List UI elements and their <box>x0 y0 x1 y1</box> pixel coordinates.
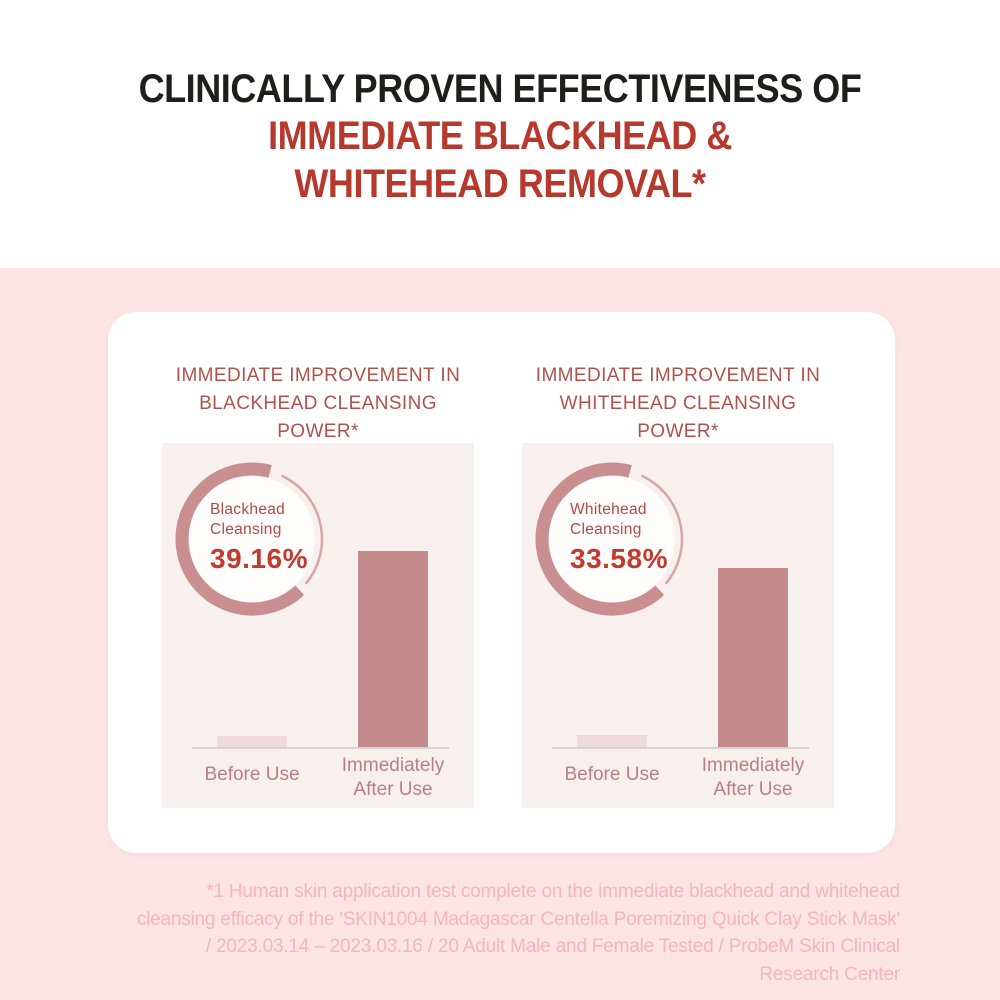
whitehead-chart-title: IMMEDIATE IMPROVEMENT IN WHITEHEAD CLEAN… <box>522 362 834 446</box>
blackhead-donut-text: Blackhead Cleansing 39.16% <box>210 500 330 575</box>
donut-inner-circle <box>549 476 675 602</box>
blackhead-chart-panel: Blackhead Cleansing 39.16% Before Use Im… <box>162 443 474 808</box>
axis-baseline <box>192 747 449 749</box>
category-label-line: After Use <box>713 779 793 800</box>
headline-line-2: IMMEDIATE BLACKHEAD & <box>268 114 732 158</box>
donut-gauge-svg <box>175 462 324 616</box>
before-use-label: Before Use <box>542 763 682 787</box>
donut-thin-arc <box>641 474 684 585</box>
whitehead-donut-text: Whitehead Cleansing 33.58% <box>570 500 690 575</box>
donut-label-line: Cleansing <box>210 520 282 538</box>
donut-gauge-svg <box>535 462 684 616</box>
title-line: IMMEDIATE IMPROVEMENT IN <box>175 365 461 386</box>
donut-inner-circle <box>189 476 315 602</box>
results-card: IMMEDIATE IMPROVEMENT IN BLACKHEAD CLEAN… <box>108 312 895 853</box>
footnote: *1 Human skin application test complete … <box>80 878 900 988</box>
whitehead-chart-panel: Whitehead Cleansing 33.58% Before Use Im… <box>522 443 834 808</box>
before-use-label: Before Use <box>182 763 322 787</box>
blackhead-chart-title: IMMEDIATE IMPROVEMENT IN BLACKHEAD CLEAN… <box>162 362 474 446</box>
title-line: IMMEDIATE IMPROVEMENT IN <box>535 365 821 386</box>
after-use-label: Immediately After Use <box>673 754 833 802</box>
whitehead-column: IMMEDIATE IMPROVEMENT IN WHITEHEAD CLEAN… <box>522 312 834 853</box>
headline-line-3: WHITEHEAD REMOVAL* <box>294 162 706 206</box>
whitehead-percent-value: 33.58% <box>570 543 668 574</box>
category-label-line: Before Use <box>564 764 660 785</box>
donut-label-line: Cleansing <box>570 520 642 538</box>
after-use-bar <box>718 568 788 747</box>
donut-label-line: Blackhead <box>210 501 286 518</box>
header-section: CLINICALLY PROVEN EFFECTIVENESS OF IMMED… <box>0 0 1000 268</box>
after-use-label: Immediately After Use <box>313 754 473 802</box>
title-line: BLACKHEAD CLEANSING POWER* <box>199 393 437 442</box>
footnote-line: cleansing efficacy of the 'SKIN1004 Mada… <box>136 908 900 930</box>
donut-thick-arc <box>535 462 665 616</box>
before-use-bar <box>577 735 647 747</box>
category-label-line: Immediately <box>341 755 445 776</box>
after-use-bar <box>358 551 428 747</box>
category-label-line: After Use <box>353 779 433 800</box>
blackhead-donut-gauge <box>174 461 330 617</box>
footnote-line: / 2023.03.14 – 2023.03.16 / 20 Adult Mal… <box>205 936 900 957</box>
donut-thick-arc <box>175 462 305 616</box>
whitehead-donut-gauge <box>534 461 690 617</box>
blackhead-percent-value: 39.16% <box>210 543 308 574</box>
blackhead-column: IMMEDIATE IMPROVEMENT IN BLACKHEAD CLEAN… <box>162 312 474 853</box>
headline-line-1: CLINICALLY PROVEN EFFECTIVENESS OF <box>138 67 862 111</box>
footnote-line: *1 Human skin application test complete … <box>206 881 900 902</box>
title-line: WHITEHEAD CLEANSING POWER* <box>559 393 797 442</box>
category-label-line: Immediately <box>701 755 805 776</box>
donut-label-line: Whitehead <box>570 501 647 518</box>
category-label-line: Before Use <box>204 764 300 785</box>
before-use-bar <box>217 736 287 747</box>
donut-thin-arc <box>281 474 324 585</box>
footnote-line: Research Center <box>759 963 900 985</box>
axis-baseline <box>552 747 809 749</box>
